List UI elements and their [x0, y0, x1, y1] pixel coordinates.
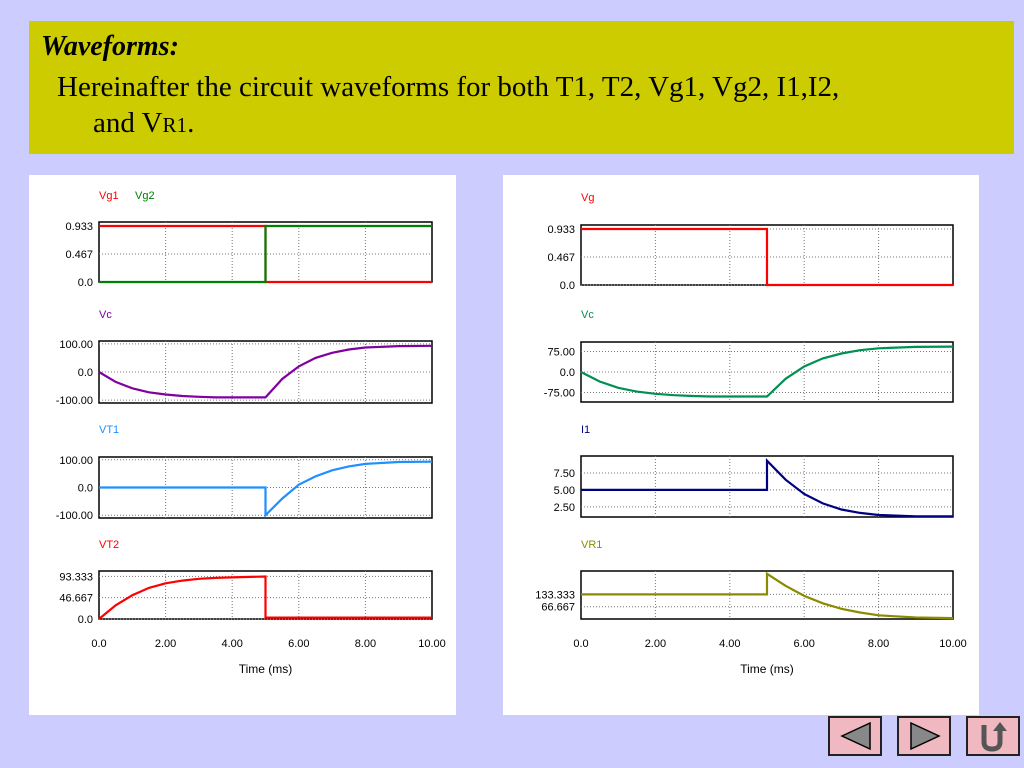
y-tick-label: 93.333 — [59, 571, 93, 583]
x-axis-label: Time (ms) — [239, 662, 293, 676]
legend-label-i1: I1 — [581, 424, 590, 436]
y-tick-label: 0.0 — [78, 483, 93, 495]
legend-label-vt2: VT2 — [99, 539, 119, 551]
x-tick-label: 0.0 — [573, 638, 588, 650]
x-tick-label: 0.0 — [91, 638, 106, 650]
series-line-i1 — [581, 458, 953, 518]
y-tick-label: 100.00 — [59, 455, 93, 467]
subplot-2: 75.00 0.0 -75.00 Vc — [544, 309, 954, 403]
y-tick-label: 0.0 — [560, 367, 575, 379]
plot-frame — [98, 340, 433, 404]
legend-label-vg2: Vg2 — [135, 190, 155, 202]
slide-body-text: Hereinafter the circuit waveforms for bo… — [57, 69, 1007, 143]
legend-label-vg: Vg — [581, 192, 594, 204]
subplot-3: 100.00 0.0 -100.00 VT1 — [56, 424, 433, 522]
waveform-panel-right: 0.933 0.467 0.0 Vg 75.00 0.0 -75.00 Vc 7.50 5.00 2… — [503, 175, 979, 715]
y-tick-label: 0.933 — [547, 224, 575, 236]
legend-label-vc: Vc — [99, 309, 112, 321]
series-line-vc — [580, 345, 954, 398]
x-axis-label: Time (ms) — [740, 662, 794, 676]
series-line-vr1 — [581, 571, 954, 620]
legend-label-vr1: VR1 — [581, 539, 602, 551]
body-line-2-prefix: and V — [93, 107, 163, 139]
y-tick-label: 0.933 — [65, 221, 93, 233]
y-tick-label: 133.333 — [535, 589, 575, 601]
series-line-vg — [581, 227, 953, 287]
y-tick-label: -100.00 — [56, 395, 93, 407]
waveform-chart-right: 0.933 0.467 0.0 Vg 75.00 0.0 -75.00 Vc 7.50 5.00 2… — [535, 192, 967, 676]
y-tick-label: 66.667 — [541, 602, 575, 614]
body-line-1: Hereinafter the circuit waveforms for bo… — [57, 71, 840, 103]
subplot-3: 7.50 5.00 2.50 I1 — [554, 424, 954, 518]
x-tick-label: 10.00 — [418, 638, 446, 650]
y-tick-label: 75.00 — [547, 347, 575, 359]
y-tick-label: 5.00 — [554, 485, 575, 497]
y-tick-label: 0.0 — [560, 280, 575, 292]
x-tick-label: 8.00 — [355, 638, 376, 650]
subplot-1: 0.933 0.467 0.0 Vg — [547, 192, 954, 292]
x-tick-label: 2.00 — [155, 638, 176, 650]
series-line-vt1 — [99, 460, 433, 518]
y-tick-label: 2.50 — [554, 502, 575, 514]
x-tick-label: 2.00 — [645, 638, 666, 650]
return-button[interactable] — [966, 716, 1020, 756]
return-arrow-icon — [981, 722, 1007, 752]
x-tick-label: 10.00 — [939, 638, 967, 650]
slide-title: Waveforms: — [41, 31, 179, 62]
series-line-vc — [98, 344, 433, 399]
subplot-1: 0.933 0.467 0.0 Vg1 Vg2 — [65, 190, 433, 289]
y-tick-label: 0.467 — [65, 249, 93, 261]
triangle-left-icon — [840, 721, 871, 751]
header-box: Waveforms: Hereinafter the circuit wavef… — [29, 21, 1014, 154]
legend-label-vc: Vc — [581, 309, 594, 321]
legend-label-vt1: VT1 — [99, 424, 119, 436]
x-tick-label: 6.00 — [288, 638, 309, 650]
x-tick-label: 4.00 — [221, 638, 242, 650]
y-tick-label: -75.00 — [544, 387, 575, 399]
y-tick-label: 46.667 — [59, 593, 93, 605]
y-tick-label: 0.0 — [78, 367, 93, 379]
waveform-panel-left: 0.933 0.467 0.0 Vg1 Vg2 100.00 0.0 -100.00 Vc 100… — [29, 175, 456, 715]
subplot-2: 100.00 0.0 -100.00 Vc — [56, 309, 433, 407]
subplot-4: 93.333 46.667 0.0 VT2 — [59, 539, 433, 626]
y-tick-label: 7.50 — [554, 468, 575, 480]
series-line-vg2 — [99, 224, 432, 284]
y-tick-label: -100.00 — [56, 510, 93, 522]
y-tick-label: 0.0 — [78, 614, 93, 626]
x-tick-label: 8.00 — [868, 638, 889, 650]
x-tick-label: 4.00 — [719, 638, 740, 650]
legend-label-vg1: Vg1 — [99, 190, 119, 202]
x-tick-label: 6.00 — [793, 638, 814, 650]
forward-button[interactable] — [897, 716, 951, 756]
series-line-vt2 — [98, 575, 432, 620]
back-button[interactable] — [828, 716, 882, 756]
y-tick-label: 0.0 — [78, 277, 93, 289]
body-line-2: and VR1. — [57, 105, 1007, 143]
triangle-right-icon — [910, 721, 941, 751]
y-tick-label: 0.467 — [547, 252, 575, 264]
body-line-2-suffix: . — [187, 107, 195, 139]
body-line-2-sub: R1 — [162, 113, 188, 137]
y-tick-label: 100.00 — [59, 339, 93, 351]
